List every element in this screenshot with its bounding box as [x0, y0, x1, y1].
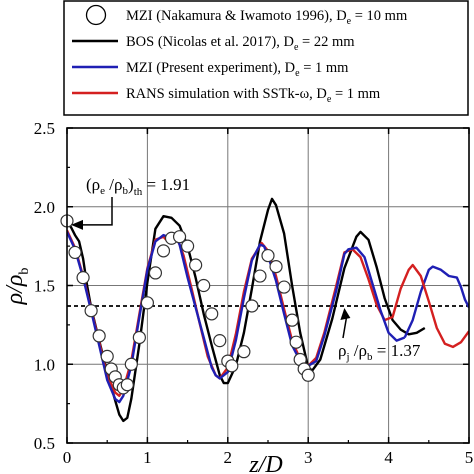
axes: 0 1 2 3 4 5 0.5 1.0 1.5 2.0 2.5 z/D ρ/ρb (ρe /ρb)th =… — [2, 119, 473, 474]
annotation-ambient: ρj /ρb = 1.37 — [338, 341, 421, 363]
x-axis-label: z/D — [248, 452, 282, 474]
y-tick-label: 2.0 — [34, 198, 55, 217]
legend: MZI (Nakamura & Iwamoto 1996), De = 10 m… — [63, 0, 469, 116]
y-tick-label: 1.5 — [34, 277, 55, 296]
data-point — [132, 330, 146, 345]
series-line — [67, 231, 406, 404]
x-tick-label: 4 — [384, 448, 393, 467]
y-tick-label: 1.0 — [34, 355, 55, 374]
x-tick-label: 2 — [224, 448, 233, 467]
legend-label: BOS (Nicolas et al. 2017), De = 22 mm — [126, 34, 355, 53]
data-point — [84, 304, 98, 318]
data-point — [181, 239, 195, 253]
series-line — [403, 265, 469, 339]
legend-label: MZI (Present experiment), De = 1 mm — [126, 60, 349, 79]
data-point — [205, 307, 219, 321]
data-point — [261, 248, 275, 263]
x-tick-label: 3 — [304, 448, 313, 467]
legend-box — [63, 0, 469, 116]
annotation-arrow — [342, 317, 348, 339]
legend-label: RANS simulation with SSTk-ω, De = 1 mm — [126, 86, 381, 105]
data-point — [269, 260, 283, 274]
annotation-arrowhead — [340, 307, 351, 320]
y-axis-label: ρ/ρb — [2, 268, 32, 306]
plot-area — [60, 128, 469, 443]
y-tick-label: 0.5 — [34, 434, 55, 453]
data-point — [245, 299, 259, 313]
data-point — [237, 345, 251, 359]
annotation-arrowhead — [71, 219, 83, 230]
data-point — [189, 258, 203, 272]
legend-label: MZI (Nakamura & Iwamoto 1996), De = 10 m… — [126, 8, 408, 27]
data-point — [120, 378, 134, 392]
x-tick-label: 0 — [63, 448, 72, 467]
data-point — [100, 349, 114, 363]
data-point — [148, 266, 163, 280]
y-tick-label: 2.5 — [34, 119, 55, 138]
data-point — [277, 280, 291, 294]
data-point — [68, 245, 82, 260]
data-point — [253, 269, 267, 283]
data-point — [289, 335, 303, 349]
x-tick-label: 5 — [465, 448, 474, 467]
data-point — [76, 271, 90, 285]
data-point — [301, 368, 315, 382]
x-tick-label: 1 — [143, 448, 152, 467]
annotation-arrow — [79, 197, 113, 226]
data-point — [172, 230, 187, 244]
data-point — [285, 313, 299, 327]
data-point — [225, 359, 239, 373]
data-point — [197, 278, 211, 293]
data-point — [156, 244, 171, 258]
data-point — [124, 357, 138, 371]
annotation-threshold: (ρe /ρb)th = 1.91 — [86, 175, 190, 198]
legend-marker-circle — [85, 4, 107, 26]
data-point — [92, 329, 106, 343]
data-point — [213, 334, 227, 348]
data-point — [140, 296, 154, 310]
